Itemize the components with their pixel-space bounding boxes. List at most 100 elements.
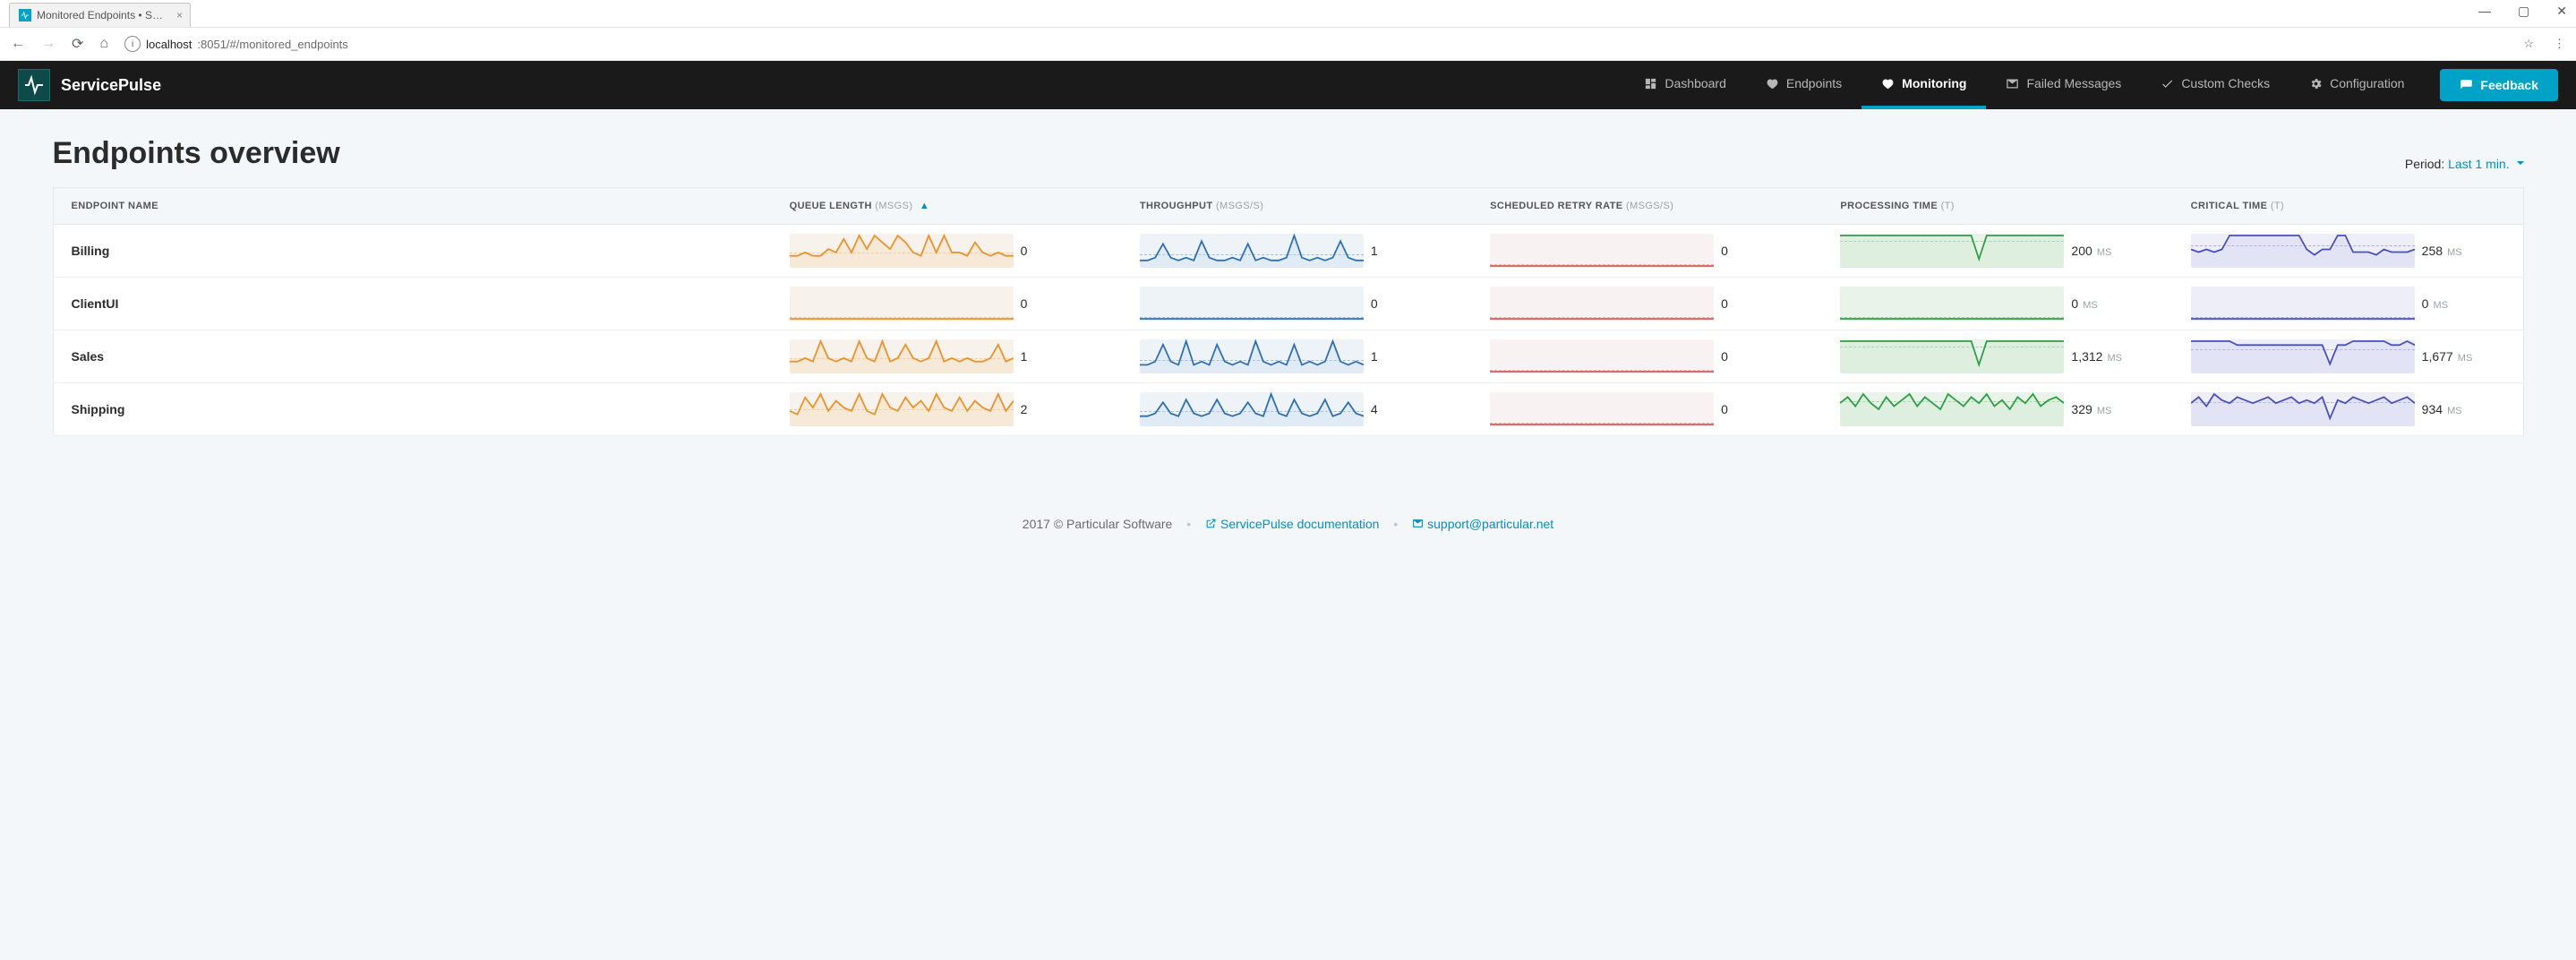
- page-title: Endpoints overview: [53, 136, 340, 171]
- bookmark-star-icon[interactable]: ☆: [2523, 37, 2534, 51]
- endpoints-table: ENDPOINT NAMEQUEUE LENGTH (MSGS) ▲THROUG…: [53, 187, 2524, 436]
- column-header[interactable]: CRITICAL TIME (T): [2173, 188, 2523, 225]
- endpoint-name: Billing: [53, 225, 772, 278]
- column-unit: (MSGS): [875, 201, 912, 211]
- metric-unit: MS: [2094, 406, 2112, 416]
- nav-back-icon[interactable]: ←: [11, 36, 25, 52]
- sparkline: [790, 287, 1014, 321]
- column-header[interactable]: ENDPOINT NAME: [53, 188, 772, 225]
- footer-doc-link-text: ServicePulse documentation: [1220, 517, 1379, 531]
- column-header[interactable]: SCHEDULED RETRY RATE (MSGS/S): [1472, 188, 1822, 225]
- nav-item-failed-messages[interactable]: Failed Messages: [1986, 61, 2141, 109]
- column-header[interactable]: THROUGHPUT (MSGS/S): [1122, 188, 1472, 225]
- table-header-row: ENDPOINT NAMEQUEUE LENGTH (MSGS) ▲THROUG…: [53, 188, 2523, 225]
- nav-item-label: Endpoints: [1786, 76, 1842, 90]
- nav-item-label: Monitoring: [1902, 76, 1966, 90]
- metric-value: 1: [1021, 349, 1028, 364]
- period-selector[interactable]: Period: Last 1 min.: [2405, 157, 2524, 171]
- metric-cell: 258 MS: [2173, 225, 2523, 278]
- column-unit: (MSGS/S): [1626, 201, 1673, 211]
- table-row[interactable]: Sales1101,312 MS1,677 MS: [53, 330, 2523, 383]
- comment-icon: [2460, 79, 2473, 92]
- browser-tab[interactable]: Monitored Endpoints • S… ×: [9, 3, 191, 27]
- endpoint-name: ClientUI: [53, 278, 772, 330]
- sparkline: [1840, 392, 2064, 426]
- sparkline: [1140, 287, 1364, 321]
- metric-unit: MS: [2080, 300, 2098, 311]
- url-host: localhost: [146, 38, 192, 51]
- column-label: QUEUE LENGTH: [790, 201, 872, 211]
- table-row[interactable]: Shipping240329 MS934 MS: [53, 383, 2523, 436]
- sparkline: [1490, 287, 1714, 321]
- nav-item-dashboard[interactable]: Dashboard: [1624, 61, 1746, 109]
- metric-unit: MS: [2444, 247, 2462, 258]
- metric-value: 0: [1721, 402, 1728, 416]
- metric-unit: MS: [2104, 353, 2122, 364]
- sparkline: [2191, 287, 2415, 321]
- metric-unit: MS: [2444, 406, 2462, 416]
- metric-cell: 0 MS: [1822, 278, 2172, 330]
- sparkline: [790, 234, 1014, 268]
- sparkline: [1490, 392, 1714, 426]
- app-header: ServicePulse Dashboard Endpoints Monitorin…: [0, 61, 2576, 109]
- browser-toolbar: ← → ⟳ ⌂ i localhost:8051/#/monitored_end…: [0, 28, 2576, 61]
- window-maximize-icon[interactable]: ▢: [2518, 4, 2529, 19]
- metric-value: 934 MS: [2422, 402, 2462, 416]
- nav-home-icon[interactable]: ⌂: [99, 36, 108, 52]
- metric-cell: 1,677 MS: [2173, 330, 2523, 383]
- footer-support-link[interactable]: support@particular.net: [1412, 517, 1553, 531]
- metric-cell: 200 MS: [1822, 225, 2172, 278]
- sparkline: [790, 339, 1014, 373]
- nav-reload-icon[interactable]: ⟳: [72, 35, 83, 53]
- brand[interactable]: ServicePulse: [18, 69, 161, 101]
- sparkline: [1140, 392, 1364, 426]
- external-link-icon: [1205, 518, 1217, 529]
- metric-value: 0: [1721, 349, 1728, 364]
- column-header[interactable]: PROCESSING TIME (T): [1822, 188, 2172, 225]
- column-label: PROCESSING TIME: [1840, 201, 1938, 211]
- metric-cell: 0: [1472, 330, 1822, 383]
- metric-unit: MS: [2430, 300, 2448, 311]
- nav-item-endpoints[interactable]: Endpoints: [1746, 61, 1861, 109]
- brand-name: ServicePulse: [61, 76, 161, 95]
- endpoint-name: Shipping: [53, 383, 772, 436]
- sparkline: [2191, 234, 2415, 268]
- sparkline: [1840, 287, 2064, 321]
- configuration-icon: [2309, 77, 2323, 90]
- window-close-icon[interactable]: ✕: [2556, 4, 2567, 19]
- nav-item-custom-checks[interactable]: Custom Checks: [2141, 61, 2289, 109]
- nav-forward-icon: →: [41, 36, 56, 52]
- metric-cell: 1: [772, 330, 1122, 383]
- site-info-icon[interactable]: i: [124, 36, 141, 52]
- metric-cell: 2: [772, 383, 1122, 436]
- period-label: Period:: [2405, 157, 2444, 171]
- period-value: Last 1 min.: [2448, 157, 2509, 171]
- sparkline: [1840, 234, 2064, 268]
- table-row[interactable]: Billing010200 MS258 MS: [53, 225, 2523, 278]
- page-footer: 2017 © Particular Software • ServicePuls…: [53, 436, 2524, 567]
- footer-doc-link[interactable]: ServicePulse documentation: [1205, 517, 1382, 531]
- metric-value: 4: [1371, 402, 1378, 416]
- metric-cell: 1,312 MS: [1822, 330, 2172, 383]
- nav-item-monitoring[interactable]: Monitoring: [1861, 61, 1986, 109]
- metric-value: 1: [1371, 349, 1378, 364]
- metric-cell: 0: [1472, 278, 1822, 330]
- column-header[interactable]: QUEUE LENGTH (MSGS) ▲: [772, 188, 1122, 225]
- metric-value: 0: [1021, 296, 1028, 311]
- table-row[interactable]: ClientUI0000 MS0 MS: [53, 278, 2523, 330]
- tab-close-icon[interactable]: ×: [176, 9, 183, 21]
- column-unit: (T): [2271, 201, 2284, 211]
- window-controls: — ▢ ✕: [2478, 4, 2567, 19]
- endpoints-icon: [1766, 77, 1779, 90]
- metric-cell: 0: [772, 278, 1122, 330]
- window-minimize-icon[interactable]: —: [2478, 4, 2491, 19]
- nav-item-configuration[interactable]: Configuration: [2289, 61, 2424, 109]
- metric-value: 1,312 MS: [2071, 349, 2122, 364]
- metric-unit: MS: [2455, 353, 2473, 364]
- browser-menu-icon[interactable]: ⋮: [2554, 37, 2565, 51]
- column-unit: (T): [1941, 201, 1955, 211]
- address-bar[interactable]: i localhost:8051/#/monitored_endpoints: [124, 36, 348, 52]
- metric-value: 0: [1721, 244, 1728, 258]
- feedback-button[interactable]: Feedback: [2440, 69, 2558, 101]
- sparkline: [1490, 339, 1714, 373]
